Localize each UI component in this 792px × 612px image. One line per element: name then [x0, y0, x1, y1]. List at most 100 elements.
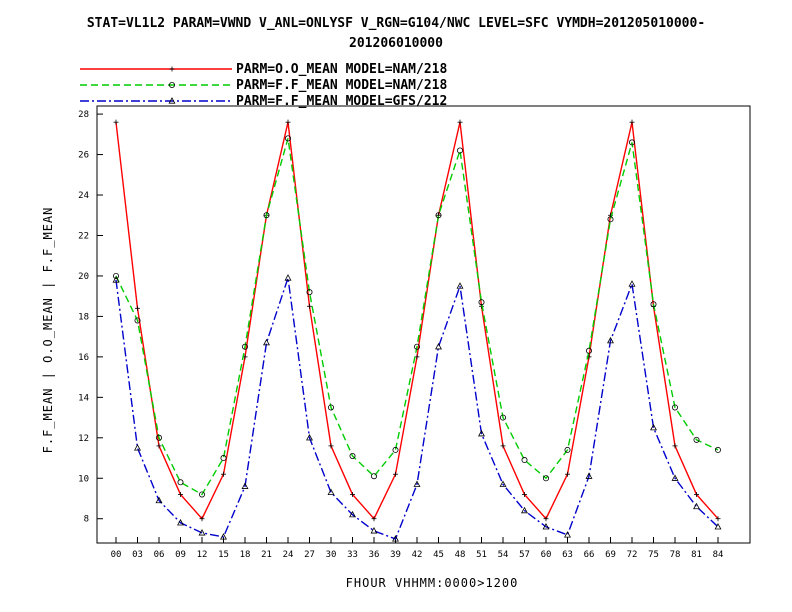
data-point: [370, 473, 377, 480]
x-tick-label: 54: [498, 550, 509, 560]
data-point: [198, 529, 206, 536]
y-tick-label: 26: [78, 151, 89, 161]
data-point: [715, 446, 722, 453]
data-point: [113, 272, 120, 279]
x-tick-label: 72: [627, 550, 638, 560]
x-tick-label: 45: [433, 550, 444, 560]
data-point: [629, 119, 635, 125]
data-point: [413, 480, 421, 487]
y-tick-label: 16: [78, 353, 89, 363]
y-axis-label: F.F_MEAN | O.O_MEAN | F.F_MEAN: [41, 207, 55, 454]
x-tick-label: 69: [605, 550, 616, 560]
data-point: [672, 404, 679, 411]
data-point: [435, 212, 442, 219]
series-layer: [112, 119, 722, 542]
data-point: [478, 299, 485, 306]
data-point: [371, 516, 377, 522]
data-point: [478, 429, 485, 437]
x-tick-label: 42: [412, 550, 423, 560]
x-tick-label: 36: [369, 550, 380, 560]
data-point: [263, 212, 270, 219]
legend: PARM=O.O_MEAN MODEL=NAM/218PARM=F.F_MEAN…: [80, 62, 447, 109]
data-point: [220, 533, 227, 540]
data-point: [715, 516, 721, 522]
x-tick-label: 03: [132, 550, 143, 560]
data-point: [672, 443, 678, 449]
x-tick-label: 75: [648, 550, 659, 560]
x-tick-label: 24: [283, 550, 294, 560]
x-tick-label: 63: [562, 550, 573, 560]
data-point: [543, 475, 550, 482]
x-tick-label: 27: [304, 550, 315, 560]
y-tick-label: 18: [78, 312, 89, 322]
y-axis: 8 10 12 14 16 18 20 22 24 26 28: [78, 110, 103, 525]
x-tick-label: 60: [541, 550, 552, 560]
data-point: [629, 139, 636, 146]
y-tick-label: 22: [78, 231, 89, 241]
data-point: [499, 414, 506, 421]
data-point: [650, 301, 657, 308]
data-point: [178, 491, 183, 497]
series-line: [115, 138, 719, 496]
x-axis: 00 03 06 09 12 15 18 21 24 27 30 33 36 39 42 45 48 51 54 57…: [111, 537, 724, 560]
x-tick-label: 12: [197, 550, 208, 560]
legend-marker: [168, 97, 176, 104]
y-tick-label: 12: [78, 434, 89, 444]
x-tick-label: 39: [390, 550, 401, 560]
data-point: [650, 423, 657, 431]
data-point: [521, 457, 528, 464]
data-point: [693, 436, 700, 443]
data-point: [112, 276, 120, 283]
data-point: [564, 531, 571, 538]
data-point: [628, 280, 636, 287]
y-tick-label: 8: [84, 515, 89, 525]
data-point: [350, 491, 355, 497]
data-point: [263, 338, 270, 346]
data-point: [285, 119, 291, 125]
plot-frame: [96, 105, 751, 544]
y-tick-label: 28: [78, 110, 89, 120]
y-tick-label: 10: [78, 474, 89, 484]
data-point: [307, 303, 312, 309]
y-tick-label: 14: [78, 393, 89, 403]
data-point: [241, 482, 249, 489]
series-3: [112, 274, 722, 542]
data-point: [392, 535, 399, 542]
data-point: [327, 404, 334, 411]
data-point: [564, 446, 571, 453]
data-point: [134, 444, 141, 451]
chart-title-line-1: STAT=VL1L2 PARAM=VWND V_ANL=ONLYSF V_RGN…: [86, 16, 706, 31]
series-1: [113, 119, 721, 522]
x-tick-label: 84: [713, 550, 724, 560]
y-tick-label: 24: [78, 191, 89, 201]
data-point: [156, 443, 162, 449]
data-point: [177, 479, 184, 486]
data-point: [500, 443, 506, 449]
data-point: [714, 522, 722, 530]
data-point: [135, 305, 140, 311]
data-point: [435, 342, 442, 350]
legend-label: PARM=O.O_MEAN MODEL=NAM/218: [236, 62, 447, 77]
data-point: [585, 472, 593, 479]
data-point: [198, 491, 205, 498]
data-point: [522, 491, 527, 497]
series-line: [115, 122, 719, 520]
x-tick-label: 81: [691, 550, 702, 560]
data-point: [392, 446, 399, 453]
data-point: [413, 343, 420, 350]
data-point: [370, 527, 378, 534]
x-tick-label: 18: [240, 550, 251, 560]
data-point: [221, 471, 226, 477]
data-point: [349, 510, 356, 518]
data-point: [155, 496, 163, 504]
data-point: [177, 518, 184, 526]
data-point: [607, 336, 614, 344]
x-tick-label: 66: [584, 550, 595, 560]
data-point: [284, 274, 292, 281]
series-2: [113, 135, 722, 498]
data-point: [349, 453, 356, 460]
data-point: [586, 347, 593, 354]
x-tick-label: 15: [218, 550, 229, 560]
x-tick-label: 33: [347, 550, 358, 560]
